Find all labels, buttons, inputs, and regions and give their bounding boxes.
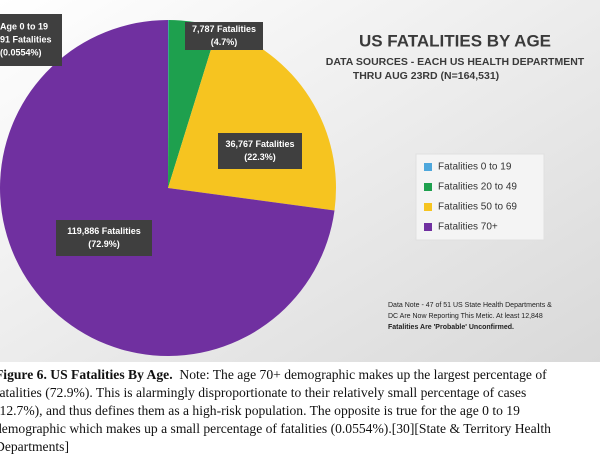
chart-subtitle: THRU AUG 23RD (N=164,531) [353, 70, 499, 82]
chart-title: US FATALITIES BY AGE [359, 31, 551, 50]
pie-slice [168, 20, 169, 188]
legend-swatch [424, 183, 432, 191]
legend-box [415, 153, 545, 241]
legend-swatch [424, 163, 432, 171]
caption-line: fatalities (72.9%). This is alarmingly d… [0, 385, 527, 400]
caption-line: demographic which makes up a small perce… [0, 421, 551, 436]
legend-label: Fatalities 20 to 49 [438, 182, 517, 193]
figure-caption: Figure 6. US Fatalities By Age. Note: Th… [0, 366, 600, 456]
legend-label: Fatalities 0 to 19 [438, 162, 512, 173]
data-label: 7,787 Fatalities [192, 24, 256, 34]
caption-line: Departments] [0, 439, 69, 454]
label-box [185, 22, 263, 50]
chart: US FATALITIES BY AGE DATA SOURCES - EACH… [0, 0, 600, 362]
label-box [56, 220, 152, 256]
data-note: Fatalities Are 'Probable' Unconfirmed. [388, 324, 514, 331]
caption-label: Figure 6. US Fatalities By Age. [0, 367, 173, 382]
data-note: DC Are Now Reporting This Metic. At leas… [388, 313, 543, 320]
data-label: 91 Fatalities [0, 34, 52, 44]
data-note: Data Note - 47 of 51 US State Health Dep… [388, 302, 552, 309]
percent-label: (22.3%) [244, 152, 276, 162]
data-label: 119,886 Fatalities [67, 226, 141, 236]
legend-swatch [424, 223, 432, 231]
percent-label: (4.7%) [211, 37, 238, 47]
percent-label: (72.9%) [88, 239, 120, 249]
percent-label: (0.0554%) [0, 47, 42, 57]
pie-slice [0, 20, 335, 356]
data-label: 36,767 Fatalities [225, 139, 294, 149]
caption-line: (12.7%), and thus defines them as a high… [0, 403, 520, 418]
caption-line: Figure 6. US Fatalities By Age. Note: Th… [0, 366, 600, 384]
pie-slice [168, 20, 218, 189]
caption-text: Note: The age 70+ demographic makes up t… [179, 367, 547, 382]
chart-subtitle: DATA SOURCES - EACH US HEALTH DEPARTMENT [326, 56, 585, 68]
annotation: Age 0 to 19 [0, 21, 48, 31]
legend-swatch [424, 203, 432, 211]
legend-label: Fatalities 70+ [438, 222, 498, 233]
label-box [0, 14, 62, 66]
legend-label: Fatalities 50 to 69 [438, 202, 517, 213]
label-box [218, 133, 302, 169]
